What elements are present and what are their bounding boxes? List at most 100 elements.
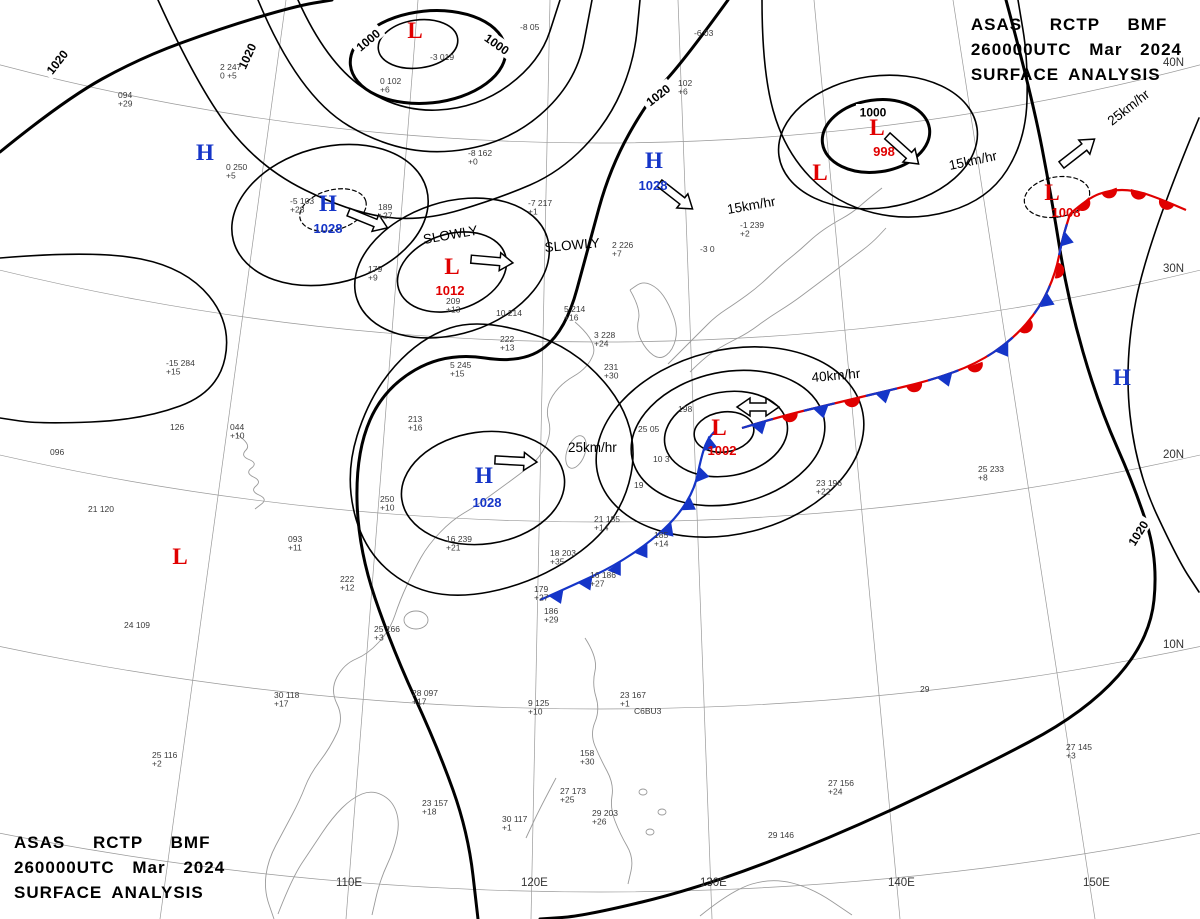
- cold-front-triangle: [659, 522, 674, 537]
- station-plot-line: +14: [654, 539, 669, 549]
- station-plot: 3 228 +24: [594, 330, 616, 349]
- isobar: [0, 0, 334, 154]
- warm-front-semicircle: [967, 361, 983, 373]
- coastline: [629, 282, 677, 358]
- station-plot-line: +1: [528, 207, 538, 217]
- station-plot-line: +6: [380, 85, 390, 95]
- isobar-label-plate: [479, 27, 516, 60]
- station-plot-line: -15 284: [166, 358, 195, 368]
- isobar: [349, 323, 634, 597]
- station-plot-line: +13: [446, 305, 461, 315]
- station-plot-line: 25 233: [978, 464, 1004, 474]
- station-plot-line: 18 203: [550, 548, 576, 558]
- isobar: [257, 0, 593, 153]
- station-plot-line: 23 157: [422, 798, 448, 808]
- station-plot-line: 10 214: [496, 308, 522, 318]
- movement-arrow-icon: [883, 131, 920, 165]
- station-plot: 250 +10: [380, 494, 395, 513]
- station-plot-line: 158: [580, 748, 594, 758]
- station-plot-line: -7 217: [528, 198, 552, 208]
- isobar-label-plate: [1122, 514, 1153, 552]
- isobar: [297, 0, 561, 111]
- warm-front-semicircle: [1130, 189, 1147, 200]
- station-plot: 28 097 +17: [412, 688, 438, 707]
- station-plot-line: 102: [678, 78, 692, 88]
- station-plot-line: +35: [550, 557, 565, 567]
- cold-front-triangle: [1040, 292, 1055, 308]
- low-center-label: L: [869, 115, 884, 140]
- station-plot-line: +2: [740, 229, 750, 239]
- station-plot-line: 044: [230, 422, 244, 432]
- station-plot: 29 146: [768, 830, 794, 840]
- station-plot-line: +1: [502, 823, 512, 833]
- station-plot-line: -3 019: [430, 52, 454, 62]
- station-plot: 102 +6: [678, 78, 692, 97]
- cold-front-triangle: [681, 496, 696, 511]
- longitude-label: 140E: [888, 877, 915, 889]
- station-plot-line: 0 +5: [220, 71, 237, 81]
- station-plot-line: +6: [678, 87, 688, 97]
- cold-front-triangle: [1059, 231, 1074, 247]
- station-plot-line: +0: [468, 157, 478, 167]
- station-plot: 21 120: [88, 504, 114, 514]
- station-plot: 25 116 +2: [152, 750, 178, 769]
- isobar-label-plate: [639, 78, 676, 111]
- station-plot: 10 214: [496, 308, 522, 318]
- longitude-label: 120E: [521, 877, 548, 889]
- station-plot: 30 117 +1: [502, 814, 528, 833]
- island: [565, 435, 587, 469]
- station-plot: -8 162 +0: [468, 148, 492, 167]
- isobar: [777, 74, 979, 210]
- station-plot-line: +16: [408, 423, 423, 433]
- station-plot-line: 30 118: [274, 690, 300, 700]
- station-plot-line: 9 125: [528, 698, 550, 708]
- station-plot-line: 30 117: [502, 814, 528, 824]
- stationary-front-line: [741, 213, 1072, 430]
- station-plot-line: 179: [534, 584, 548, 594]
- station-plot: 5 214 +16: [564, 304, 586, 323]
- chart-callsign: ASAS RCTP BMF: [970, 15, 1168, 34]
- center-pressure-value: 1002: [708, 443, 737, 458]
- isobar-label: 1020: [40, 43, 73, 80]
- station-plot-line: 5 214: [564, 304, 586, 314]
- station-plot: 9 125 +10: [528, 698, 550, 717]
- station-plot: 21 185 +14: [594, 514, 620, 533]
- station-plot-line: 23 196: [816, 478, 842, 488]
- cold-front-triangle: [812, 404, 829, 419]
- chart-type: SURFACE ANALYSIS: [970, 65, 1161, 84]
- station-plot-line: 2 247: [220, 62, 242, 72]
- station-plot-line: -6 03: [694, 28, 714, 38]
- chart-type: SURFACE ANALYSIS: [14, 883, 204, 902]
- station-plot-line: 222: [500, 334, 514, 344]
- station-plot-line: 3 228: [594, 330, 616, 340]
- stationary-front-line: [741, 213, 1072, 430]
- isobar-label-plate: [856, 104, 890, 119]
- station-plot-line: +22: [816, 487, 831, 497]
- station-plot: 24 109: [124, 620, 150, 630]
- chart-callsign: ASAS RCTP BMF: [14, 833, 211, 852]
- station-plot-line: +25: [560, 795, 575, 805]
- station-plot-line: 198: [678, 404, 692, 414]
- graticule-label-layer: 40N 30N 20N 10N 110E 120E 130E 140E 150E: [336, 57, 1184, 889]
- station-plot-line: 25 116: [152, 750, 178, 760]
- station-plot-line: +9: [368, 273, 378, 283]
- station-plot: -15 284 +15: [166, 358, 195, 377]
- isobar: [1127, 117, 1200, 593]
- station-plot-line: 29 203: [592, 808, 618, 818]
- isobar: [231, 143, 429, 287]
- station-plot-line: +3: [1066, 751, 1076, 761]
- longitude-line: [813, 0, 901, 919]
- station-plot-line: -1 239: [740, 220, 764, 230]
- station-plot: 126: [170, 422, 184, 432]
- station-plot: 27 173 +25: [560, 786, 586, 805]
- station-plot: 27 145 +3: [1066, 742, 1092, 761]
- station-plot-line: 21 120: [88, 504, 114, 514]
- station-plot-line: 250: [380, 494, 394, 504]
- station-plot-line: +27: [534, 593, 549, 603]
- coastline: [235, 433, 265, 510]
- island: [645, 828, 655, 836]
- movement-arrow-icon: [469, 251, 515, 273]
